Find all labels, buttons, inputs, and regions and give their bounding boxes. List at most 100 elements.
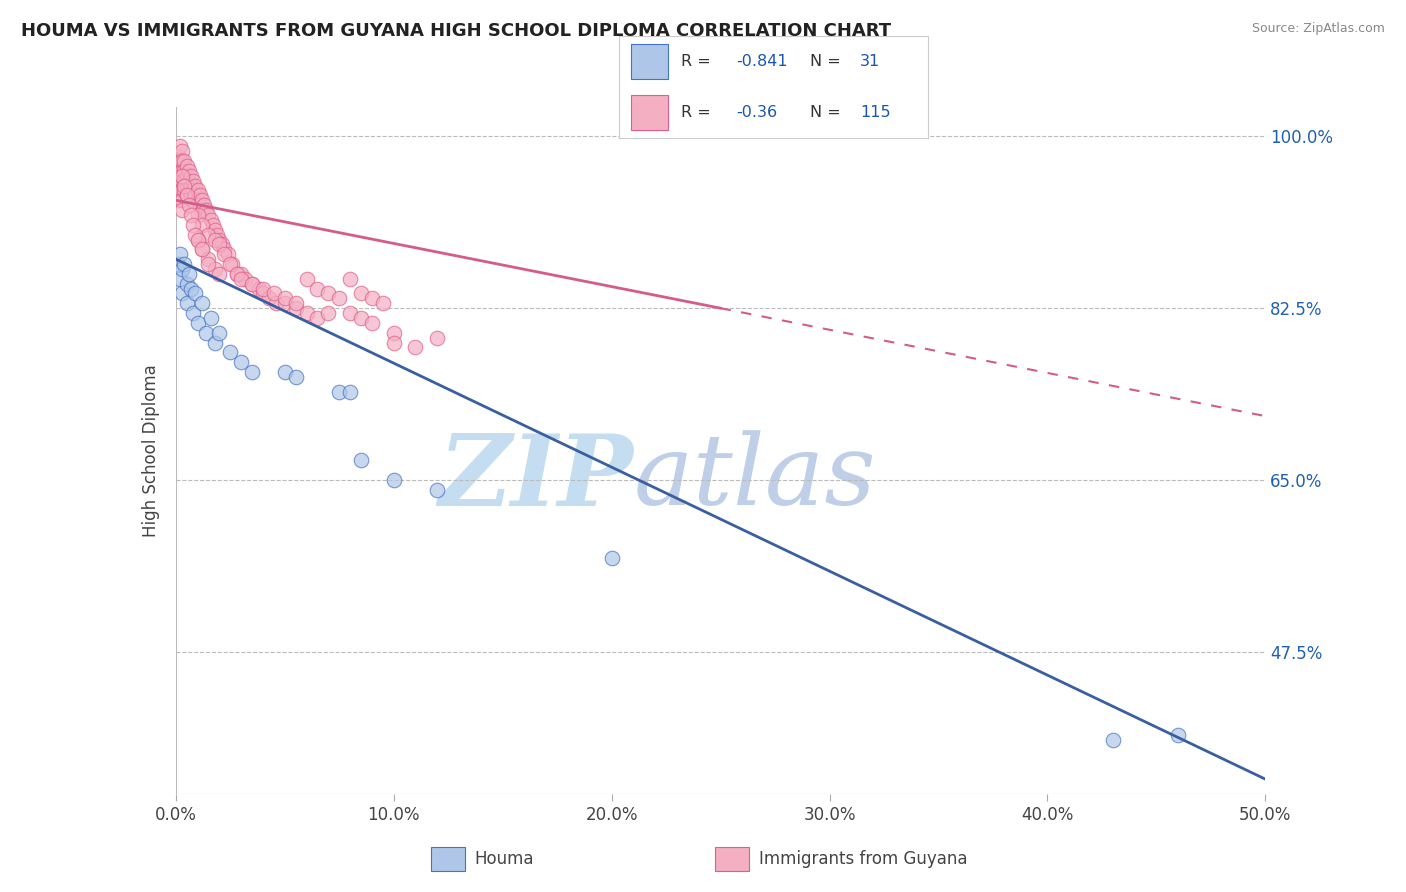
Point [219,345,242,359]
Point [177,164,200,178]
Text: Houma: Houma [474,849,534,868]
Text: R =: R = [681,54,716,69]
Point [176,169,198,183]
Point [204,222,226,236]
Point [204,262,226,277]
Point [172,153,194,168]
Point [211,237,233,252]
Point [167,184,190,198]
Point [1102,733,1125,747]
Point [188,188,211,202]
Point [328,384,350,399]
Point [177,184,200,198]
Point [172,173,194,188]
Point [173,164,195,178]
Point [225,267,247,281]
FancyBboxPatch shape [631,95,668,130]
Point [382,326,405,340]
Point [339,306,361,320]
Point [186,232,209,246]
Point [235,271,257,285]
Point [350,286,373,301]
Point [219,257,242,271]
Point [169,193,191,207]
Point [284,296,307,310]
Point [186,232,209,246]
Point [173,184,195,198]
Point [180,188,202,202]
Point [167,257,190,271]
Point [339,384,361,399]
Point [600,551,623,566]
Point [181,193,204,207]
Text: Source: ZipAtlas.com: Source: ZipAtlas.com [1251,22,1385,36]
Point [176,159,198,173]
Point [318,306,340,320]
Point [205,227,228,242]
Text: 115: 115 [860,105,890,120]
Text: HOUMA VS IMMIGRANTS FROM GUYANA HIGH SCHOOL DIPLOMA CORRELATION CHART: HOUMA VS IMMIGRANTS FROM GUYANA HIGH SCH… [21,22,891,40]
Point [208,326,231,340]
Point [172,193,194,207]
Text: N =: N = [810,54,846,69]
Point [212,242,235,257]
Point [172,169,194,183]
Point [177,267,200,281]
Point [167,159,190,173]
Point [169,153,191,168]
Point [295,306,318,320]
Point [212,247,235,261]
Point [371,296,394,310]
Point [191,202,214,217]
Point [274,296,297,310]
Point [180,178,202,193]
Point [274,291,297,305]
Point [360,316,382,330]
Point [181,306,204,320]
Point [184,188,207,202]
Point [186,193,209,207]
Text: ZIP: ZIP [439,430,633,526]
Point [221,257,243,271]
Point [252,282,274,296]
Point [176,188,198,202]
Point [169,184,191,198]
Point [176,296,198,310]
Text: Immigrants from Guyana: Immigrants from Guyana [759,849,967,868]
Point [181,218,204,232]
Point [1167,728,1189,742]
Point [177,173,200,188]
Point [405,340,427,354]
Point [284,369,307,384]
Point [350,311,373,326]
Point [247,282,270,296]
Point [208,232,231,246]
Point [169,164,191,178]
Point [382,335,405,350]
Point [191,242,214,257]
Point [180,282,202,296]
Point [177,198,200,212]
Text: R =: R = [681,105,716,120]
Point [184,286,207,301]
Point [240,277,263,291]
Point [382,473,405,487]
Point [295,271,318,285]
Text: -0.36: -0.36 [737,105,778,120]
Point [231,355,253,369]
Point [339,271,361,285]
Point [176,178,198,193]
Point [195,202,218,217]
Point [328,291,350,305]
Point [426,483,449,497]
Point [181,184,204,198]
Point [200,212,222,227]
Point [172,286,194,301]
Point [191,296,214,310]
Point [240,277,263,291]
Point [264,296,287,310]
Y-axis label: High School Diploma: High School Diploma [142,364,160,537]
Point [173,178,195,193]
Point [169,173,191,188]
Point [169,247,191,261]
